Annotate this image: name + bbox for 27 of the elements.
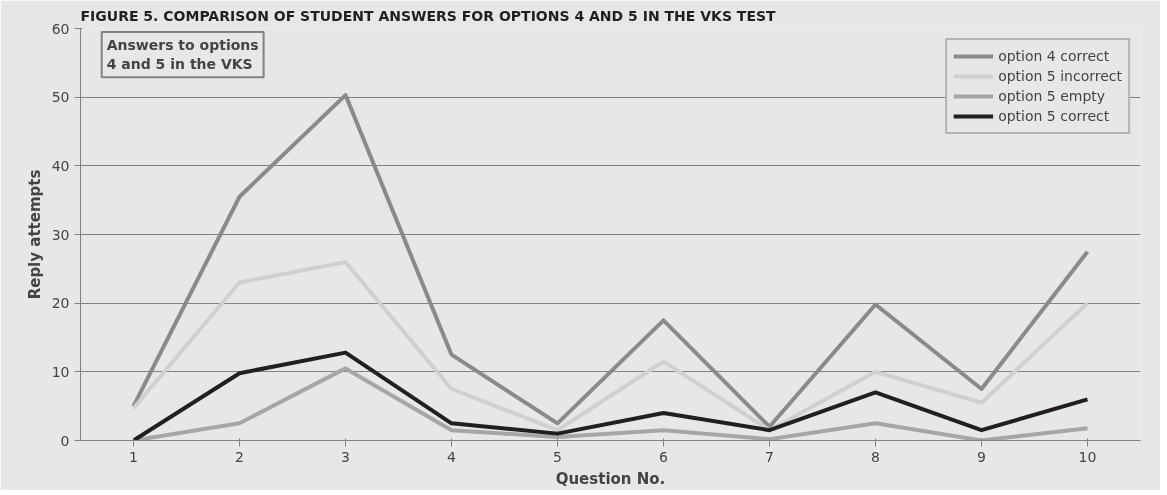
x-tick-label: 4 bbox=[447, 448, 457, 465]
x-tick-label: 6 bbox=[659, 448, 669, 465]
y-tick-label: 20 bbox=[51, 295, 70, 312]
legend-label: option 4 correct bbox=[998, 48, 1110, 64]
x-tick-label: 5 bbox=[553, 448, 562, 465]
legend-label: option 5 incorrect bbox=[998, 68, 1122, 84]
y-axis-title: Reply attempts bbox=[25, 169, 44, 300]
x-tick-label: 7 bbox=[765, 448, 774, 465]
x-tick-label: 8 bbox=[871, 448, 880, 465]
x-tick-label: 2 bbox=[235, 448, 244, 465]
chart-title: FIGURE 5. COMPARISON OF STUDENT ANSWERS FOR OPTIONS 4 AND 5 IN THE VKS TEST bbox=[80, 7, 777, 24]
y-tick-label: 60 bbox=[51, 20, 70, 37]
x-tick-label: 10 bbox=[1078, 448, 1097, 465]
legend-label: option 5 correct bbox=[998, 108, 1110, 124]
annotation: Answers to options 4 and 5 in the VKS bbox=[106, 36, 259, 73]
x-axis-title: Question No. bbox=[555, 469, 666, 488]
y-tick-label: 0 bbox=[60, 432, 70, 449]
legend-label: option 5 empty bbox=[998, 88, 1106, 104]
line-series bbox=[131, 259, 1090, 433]
line-series bbox=[131, 350, 1090, 441]
x-tick-label: 9 bbox=[977, 448, 986, 465]
y-tick-label: 40 bbox=[51, 157, 70, 174]
y-tick-label: 50 bbox=[51, 89, 70, 106]
y-tick-label: 30 bbox=[51, 226, 70, 243]
x-tick-label: 3 bbox=[341, 448, 350, 465]
x-tick-label: 1 bbox=[129, 448, 138, 465]
y-tick-label: 10 bbox=[51, 363, 70, 380]
